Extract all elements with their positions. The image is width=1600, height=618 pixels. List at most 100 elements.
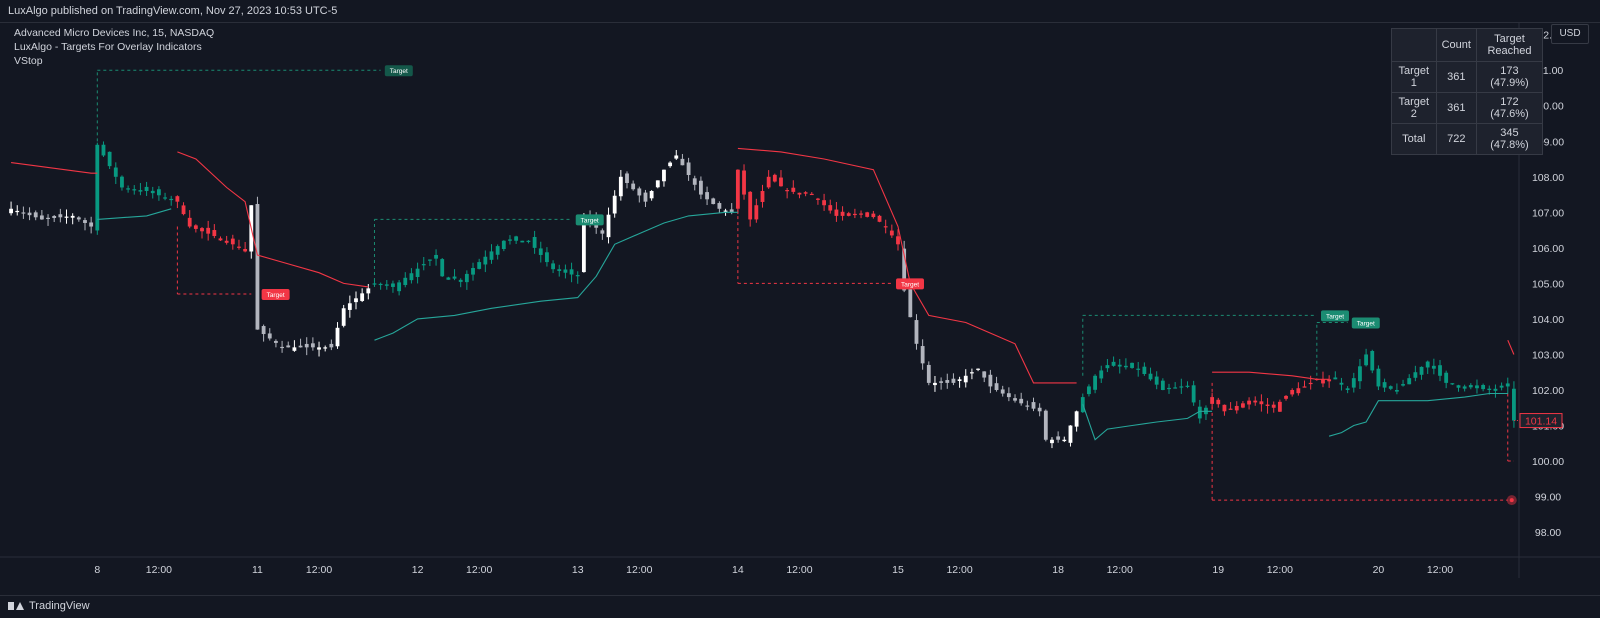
y-tick-label: 99.00 (1535, 492, 1561, 504)
target-label: Target (384, 65, 413, 77)
candle-body (514, 236, 519, 241)
candle-body (581, 215, 586, 273)
candle-body (668, 162, 673, 167)
candle-body (218, 238, 223, 241)
candle-body (489, 251, 494, 260)
candle-body (1438, 365, 1442, 376)
candle-body (230, 238, 235, 245)
candle-body (1407, 378, 1412, 385)
targets-stats-table: Count Target Reached Target 1 361 173 (4… (1391, 28, 1544, 155)
candle-body (988, 374, 993, 387)
candle-body (760, 191, 765, 202)
candle-body (631, 183, 636, 190)
candle-body (1505, 383, 1510, 387)
target-label-box (896, 278, 925, 290)
indicator-title[interactable]: LuxAlgo - Targets For Overlay Indicators (14, 41, 202, 53)
chart-legend: Advanced Micro Devices Inc, 15, NASDAQ L… (14, 26, 214, 68)
candle-body (360, 293, 365, 301)
candle-body (735, 169, 740, 209)
candle-body (501, 240, 506, 250)
candle-body (120, 176, 124, 188)
candle-body (680, 158, 685, 166)
vstop-line (177, 151, 369, 288)
candle-body (520, 240, 525, 243)
candle-body (175, 196, 180, 202)
candle-body (797, 192, 802, 195)
candle-body (384, 284, 389, 286)
stats-row: Target 2 361 172 (47.6%) (1391, 92, 1544, 124)
candle-body (828, 205, 833, 211)
symbol-title[interactable]: Advanced Micro Devices Inc, 15, NASDAQ (14, 27, 215, 39)
candle-body (976, 368, 980, 370)
candle-body (1074, 411, 1079, 427)
stats-row: Target 1 361 173 (47.9%) (1391, 61, 1544, 93)
candle-body (1259, 401, 1264, 405)
candle-body (237, 246, 241, 248)
x-tick-label: 12:00 (146, 564, 172, 576)
candle-body (508, 239, 512, 241)
candle-body (1216, 399, 1221, 405)
tradingview-brand: TradingView (29, 600, 90, 612)
candle-body (1376, 368, 1381, 387)
candle-body (538, 248, 543, 255)
candle-body (545, 252, 549, 263)
y-tick-label: 107.00 (1532, 207, 1564, 219)
candle-body (1062, 439, 1067, 442)
candle-body (46, 217, 50, 219)
candle-body (378, 283, 383, 286)
target-label-box (1320, 310, 1349, 322)
candle-body (871, 213, 876, 218)
candle-body (89, 222, 94, 227)
candle-body (803, 192, 808, 194)
x-tick-label: 12:00 (786, 564, 812, 576)
candle-body (107, 151, 112, 167)
currency-button[interactable]: USD (1551, 24, 1589, 44)
candle-body (711, 198, 716, 205)
target-label: Target (1351, 317, 1380, 329)
candle-body (698, 180, 703, 195)
target-marker-dot (1509, 498, 1514, 503)
x-tick-label: 11 (252, 564, 263, 576)
candle-body (1228, 408, 1233, 410)
candle-body (341, 308, 346, 326)
candle-body (261, 326, 266, 335)
x-tick-label: 12:00 (466, 564, 492, 576)
target-label-box (261, 289, 290, 301)
candle-body (471, 267, 475, 275)
stats-header-row: Count Target Reached (1391, 28, 1544, 62)
candle-body (723, 210, 728, 212)
stats-row-count: 361 (1435, 92, 1477, 124)
target-label-text: Target (267, 292, 285, 299)
candle-body (1099, 370, 1104, 379)
stats-row: Total 722 345 (47.8%) (1391, 123, 1544, 155)
candle-body (200, 228, 204, 232)
x-tick-label: 15 (892, 564, 904, 576)
x-tick-label: 12:00 (626, 564, 652, 576)
y-tick-label: 102.00 (1532, 385, 1564, 397)
vstop-line (97, 208, 172, 220)
candle-body (748, 191, 753, 220)
candle-body (21, 212, 26, 214)
candle-body (292, 347, 297, 351)
candle-body (64, 216, 69, 218)
candle-body (1401, 384, 1405, 386)
candle-body (902, 248, 907, 291)
candle-body (766, 176, 771, 188)
candle-body (1160, 380, 1165, 390)
candle-body (1105, 365, 1110, 369)
vstop-line (11, 162, 98, 174)
candle-body (150, 190, 155, 194)
candle-body (372, 283, 377, 285)
x-tick-label: 12:00 (1267, 564, 1293, 576)
candle-body (1394, 389, 1399, 392)
tradingview-logo[interactable]: TradingView (8, 600, 90, 612)
candle-body (113, 167, 118, 177)
candle-body (1358, 366, 1362, 382)
overlay-title[interactable]: VStop (14, 55, 43, 67)
candle-body (1456, 385, 1461, 388)
x-tick-label: 14 (732, 564, 744, 576)
y-tick-label: 98.00 (1535, 527, 1561, 539)
candle-body (742, 170, 746, 195)
